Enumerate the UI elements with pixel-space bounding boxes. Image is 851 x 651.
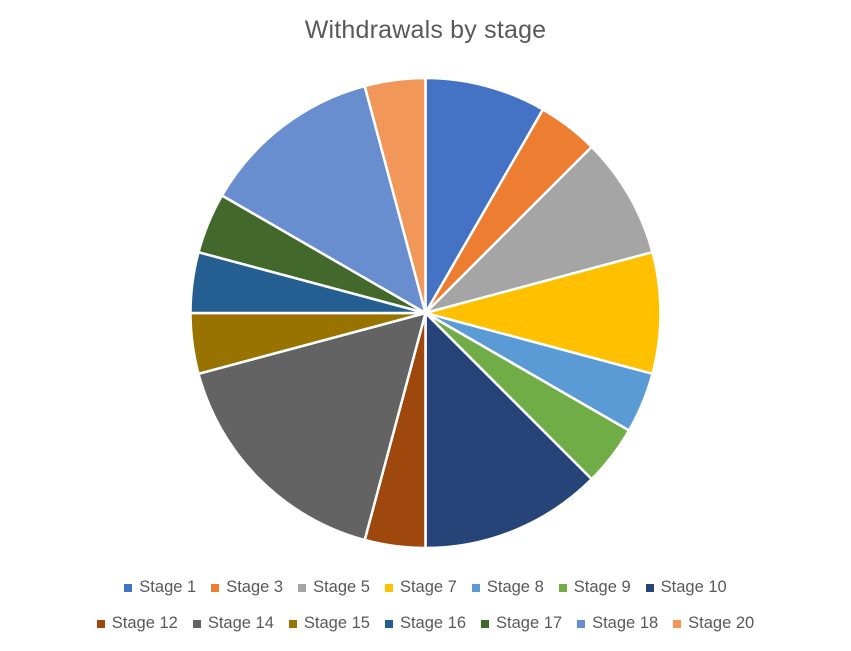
legend-item-stage-9: Stage 9 [558,578,631,597]
legend-label-stage-10: Stage 10 [660,578,727,596]
legend-label-stage-9: Stage 9 [573,578,631,596]
pie-slice-stage-1 [424,76,545,315]
legend-item-stage-16: Stage 16 [384,614,467,633]
legend-row-1: Stage 1 Stage 3 Stage 5 Stage 7 Stage 8 Stage… [0,578,851,597]
legend-item-stage-7: Stage 7 [384,578,457,597]
pie-slice-stage-10 [424,311,593,550]
legend-label-stage-14: Stage 14 [207,614,274,632]
pie-slice-stage-5 [424,145,654,315]
legend-label-stage-18: Stage 18 [592,614,659,632]
legend-item-stage-8: Stage 8 [471,578,544,597]
legend-swatch-stage-8 [471,583,480,592]
legend-label-stage-17: Stage 17 [496,614,563,632]
legend-item-stage-15: Stage 15 [288,614,370,633]
legend-item-stage-5: Stage 5 [298,578,370,597]
legend-item-stage-3: Stage 3 [211,578,283,597]
chart-title: Withdrawals by stage [304,16,547,44]
legend-swatch-stage-12 [96,619,105,628]
legend-label-stage-8: Stage 8 [486,578,544,596]
pie-slice-stage-14 [197,311,427,542]
legend-swatch-stage-14 [192,619,201,628]
legend-label-stage-1: Stage 1 [139,578,197,596]
legend-swatch-stage-17 [481,619,490,628]
legend-swatch-stage-10 [645,583,654,592]
legend-swatch-stage-20 [673,619,682,628]
legend-swatch-stage-9 [558,583,567,592]
legend-swatch-stage-18 [577,619,586,628]
legend-label-stage-15: Stage 15 [303,614,370,632]
legend-swatch-stage-3 [211,583,220,592]
legend-item-stage-17: Stage 17 [481,614,562,633]
pie-slice-stage-20 [363,76,427,315]
legend-label-stage-16: Stage 16 [399,614,467,632]
legend-label-stage-3: Stage 3 [226,578,284,596]
pie-plot-area [189,76,662,550]
legend-label-stage-5: Stage 5 [313,578,370,596]
legend-item-stage-12: Stage 12 [96,614,178,633]
legend-label-stage-20: Stage 20 [688,614,755,632]
legend-item-stage-14: Stage 14 [192,614,274,633]
legend-swatch-stage-7 [384,583,393,592]
pie-slice-stage-7 [424,250,662,376]
legend-label-stage-7: Stage 7 [399,578,457,596]
legend-swatch-stage-5 [298,583,307,592]
legend-swatch-stage-15 [288,619,297,628]
legend-item-stage-10: Stage 10 [645,578,727,597]
legend-item-stage-18: Stage 18 [577,614,658,633]
legend-swatch-stage-1 [124,583,133,592]
legend-label-stage-12: Stage 12 [111,614,178,632]
legend-item-stage-20: Stage 20 [673,614,754,633]
legend-row-2: Stage 12 Stage 14 Stage 15 Stage 16 Stage 17… [0,614,851,633]
pie-slice-stage-18 [220,84,427,315]
legend-item-stage-1: Stage 1 [124,578,196,597]
legend-swatch-stage-16 [384,619,393,628]
